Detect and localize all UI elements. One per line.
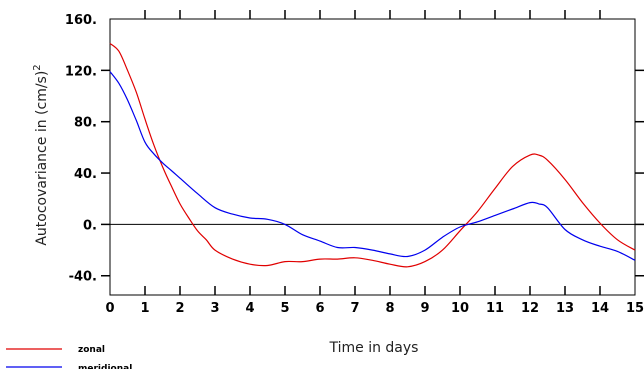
- x-tick-label: 3: [210, 301, 219, 316]
- x-tick-label: 9: [420, 301, 429, 316]
- x-tick-label: 8: [385, 301, 394, 316]
- legend: zonal meridional: [6, 345, 132, 369]
- x-tick-label: 4: [245, 301, 254, 316]
- x-tick-label: 7: [350, 301, 359, 316]
- x-tick-label: 13: [556, 301, 574, 316]
- y-axis-ticks: 160. 120. 80. 40. 0. -40.: [65, 13, 644, 285]
- series-line-meridional: [109, 71, 636, 261]
- plot-frame: [109, 18, 636, 296]
- y-tick-label: -40.: [69, 270, 97, 285]
- x-axis-title: Time in days: [329, 340, 419, 356]
- y-axis-title: Autocovariance in (cm/s)2: [32, 64, 50, 245]
- x-axis-ticks: 0 1 2 3 4 5 6 7 8 9 10 11 12 13 14 15: [105, 10, 644, 316]
- series-line-zonal: [109, 42, 636, 268]
- x-tick-label: 14: [591, 301, 609, 316]
- x-tick-label: 11: [486, 301, 504, 316]
- y-tick-label: 80.: [74, 116, 97, 131]
- y-tick-label: 40.: [74, 167, 97, 182]
- x-tick-label: 5: [280, 301, 289, 316]
- y-axis-title-superscript: 2: [32, 64, 43, 70]
- x-tick-label: 10: [451, 301, 469, 316]
- x-tick-label: 2: [175, 301, 184, 316]
- y-tick-label: 120.: [65, 64, 97, 79]
- x-tick-label: 15: [626, 301, 644, 316]
- y-axis-title-text: Autocovariance in (cm/s): [34, 71, 50, 246]
- legend-label-meridional: meridional: [78, 364, 132, 369]
- x-tick-label: 6: [315, 301, 324, 316]
- x-tick-label: 1: [140, 301, 149, 316]
- x-tick-label: 12: [521, 301, 539, 316]
- y-tick-label: 0.: [83, 218, 97, 233]
- series-layer: [109, 42, 636, 268]
- x-tick-label: 0: [105, 301, 114, 316]
- y-tick-label: 160.: [65, 13, 97, 28]
- legend-label-zonal: zonal: [78, 345, 105, 355]
